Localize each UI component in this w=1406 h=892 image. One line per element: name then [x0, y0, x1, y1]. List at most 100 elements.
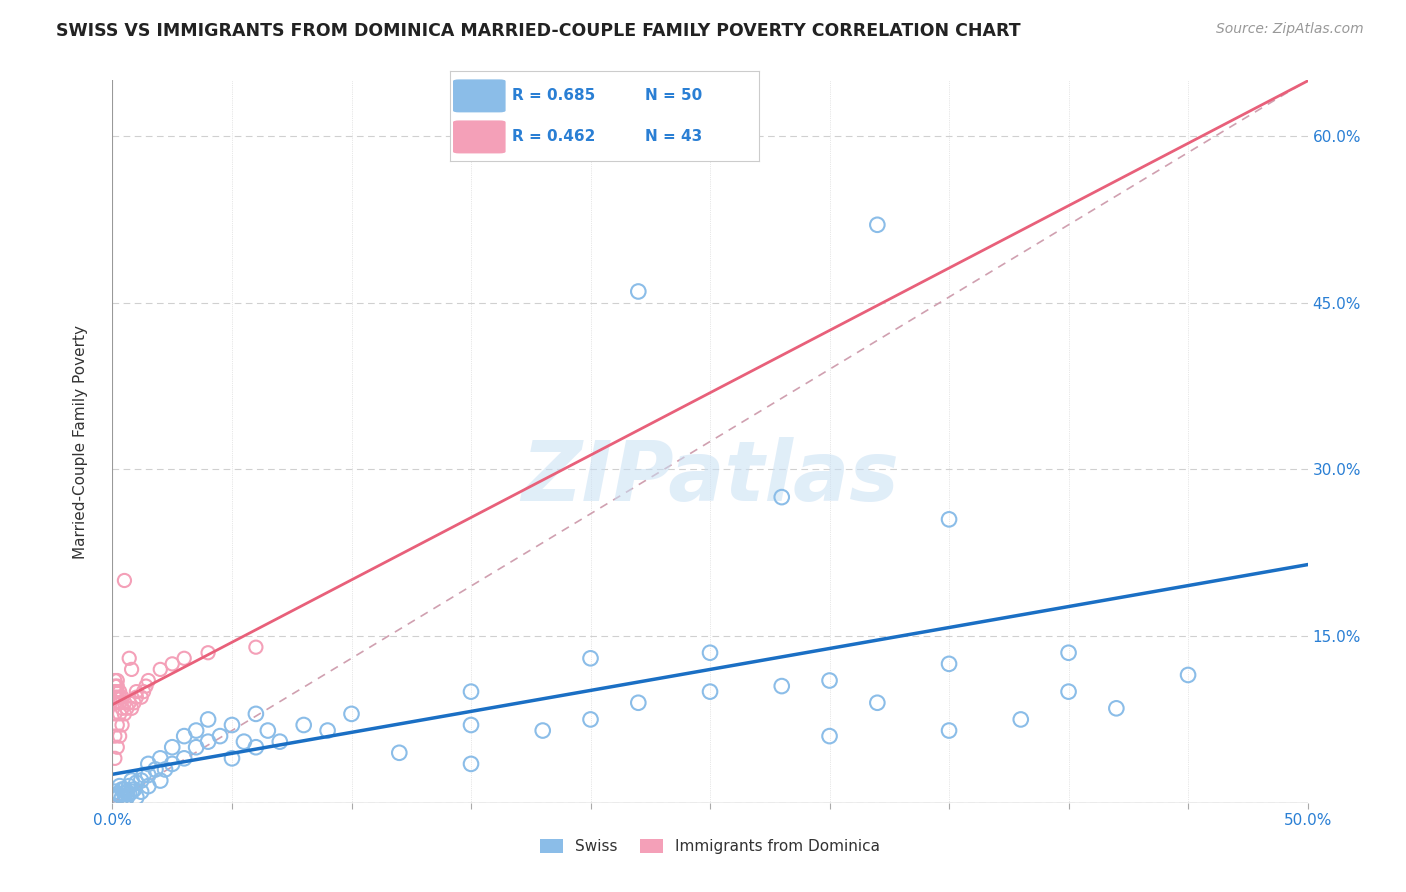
Point — [105, 673, 128, 688]
Point — [114, 782, 135, 797]
Point — [197, 713, 219, 727]
Point — [121, 701, 143, 715]
Point — [132, 684, 155, 698]
Point — [162, 657, 183, 671]
Point — [269, 734, 291, 748]
Point — [108, 788, 131, 802]
Point — [125, 690, 148, 705]
Point — [114, 574, 135, 588]
Point — [121, 785, 143, 799]
Point — [149, 662, 172, 676]
Point — [129, 785, 152, 799]
Point — [818, 729, 841, 743]
Point — [818, 673, 841, 688]
Point — [105, 690, 128, 705]
Point — [115, 701, 138, 715]
Point — [125, 684, 148, 698]
Text: SWISS VS IMMIGRANTS FROM DOMINICA MARRIED-COUPLE FAMILY POVERTY CORRELATION CHAR: SWISS VS IMMIGRANTS FROM DOMINICA MARRIE… — [56, 22, 1021, 40]
Point — [135, 679, 157, 693]
Point — [699, 684, 721, 698]
Point — [138, 673, 160, 688]
Point — [122, 696, 145, 710]
Point — [104, 790, 127, 805]
Point — [111, 718, 134, 732]
Point — [292, 718, 315, 732]
Point — [104, 706, 127, 721]
Point — [245, 706, 267, 721]
Point — [699, 646, 721, 660]
Point — [221, 751, 243, 765]
Point — [118, 696, 141, 710]
Point — [121, 662, 143, 676]
Point — [118, 779, 141, 793]
Point — [115, 790, 138, 805]
Point — [104, 684, 127, 698]
Point — [173, 751, 195, 765]
Point — [153, 763, 176, 777]
Point — [221, 718, 243, 732]
Point — [104, 690, 127, 705]
Y-axis label: Married-Couple Family Poverty: Married-Couple Family Poverty — [73, 325, 89, 558]
Point — [388, 746, 411, 760]
Point — [162, 756, 183, 771]
Point — [104, 673, 127, 688]
Point — [111, 701, 134, 715]
Point — [173, 651, 195, 665]
Text: R = 0.685: R = 0.685 — [512, 88, 595, 103]
Point — [316, 723, 339, 738]
Point — [627, 285, 650, 299]
Point — [866, 218, 889, 232]
Point — [111, 782, 134, 797]
Point — [1010, 713, 1032, 727]
Point — [108, 696, 131, 710]
Point — [866, 696, 889, 710]
Point — [938, 657, 960, 671]
Point — [105, 718, 128, 732]
Point — [173, 729, 195, 743]
FancyBboxPatch shape — [453, 79, 506, 112]
Point — [105, 679, 128, 693]
Point — [114, 706, 135, 721]
Point — [145, 763, 167, 777]
Point — [121, 773, 143, 788]
FancyBboxPatch shape — [453, 120, 506, 153]
Point — [125, 776, 148, 790]
Point — [105, 684, 128, 698]
Point — [105, 790, 128, 805]
Text: N = 43: N = 43 — [645, 129, 702, 144]
Point — [118, 651, 141, 665]
Point — [186, 740, 208, 755]
Point — [138, 779, 160, 793]
Point — [938, 512, 960, 526]
Point — [104, 729, 127, 743]
Text: ZIPatlas: ZIPatlas — [522, 437, 898, 518]
Text: Source: ZipAtlas.com: Source: ZipAtlas.com — [1216, 22, 1364, 37]
Point — [118, 787, 141, 801]
Point — [105, 740, 128, 755]
Point — [132, 768, 155, 782]
Point — [115, 785, 138, 799]
Point — [197, 646, 219, 660]
Point — [340, 706, 363, 721]
Point — [245, 740, 267, 755]
Point — [108, 684, 131, 698]
Text: N = 50: N = 50 — [645, 88, 702, 103]
Point — [186, 723, 208, 738]
Point — [104, 751, 127, 765]
Point — [162, 740, 183, 755]
Point — [108, 779, 131, 793]
Point — [460, 684, 482, 698]
Point — [125, 790, 148, 805]
Point — [1105, 701, 1128, 715]
Point — [460, 718, 482, 732]
Point — [111, 790, 134, 805]
Point — [1057, 684, 1080, 698]
Point — [938, 723, 960, 738]
Point — [579, 651, 602, 665]
Point — [245, 640, 267, 655]
Legend: Swiss, Immigrants from Dominica: Swiss, Immigrants from Dominica — [533, 833, 887, 860]
Point — [105, 787, 128, 801]
Point — [129, 773, 152, 788]
Point — [138, 768, 160, 782]
Point — [197, 734, 219, 748]
